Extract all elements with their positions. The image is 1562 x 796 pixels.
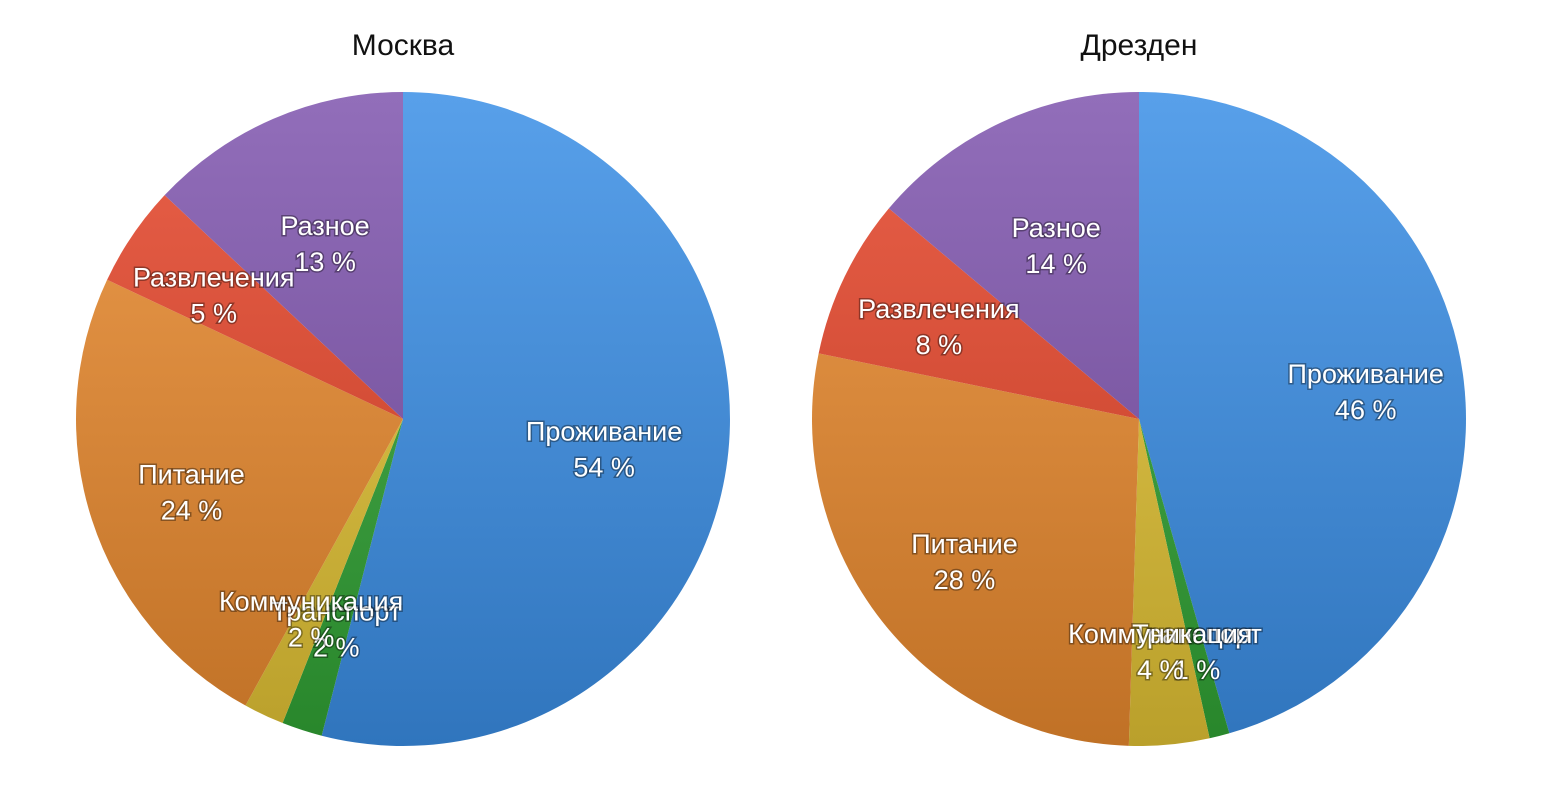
- pie-chart-dresden: Дрезден Проживание 46 % Транспорт 1 % Коммун…: [812, 29, 1466, 746]
- pie-slice-dresden-0: [1139, 92, 1466, 734]
- slice-value-1: 1 %: [1174, 655, 1221, 685]
- slice-label-2: Коммуникация: [1068, 619, 1252, 649]
- pie-slice-dresden-2: [1128, 419, 1210, 746]
- slice-value-1: 2 %: [313, 632, 360, 662]
- slice-value-4: 8 %: [916, 330, 963, 360]
- pie-slice-moscow-5: [164, 92, 403, 419]
- slice-value-2: 2 %: [288, 622, 335, 652]
- pie-slice-moscow-1: [282, 419, 403, 736]
- slice-label-3: Питание: [911, 529, 1018, 559]
- pie-slice-dresden-4: [818, 208, 1139, 419]
- pie-slice-dresden-1: [1139, 419, 1230, 739]
- slice-label-1: Транспорт: [1132, 619, 1262, 649]
- chart-title-moscow: Москва: [352, 29, 455, 62]
- slice-label-4: Развлечения: [858, 294, 1020, 324]
- slice-label-0: Проживание: [1288, 359, 1444, 389]
- pie-slice-dresden-5: [888, 92, 1139, 419]
- chart-title-dresden: Дрезден: [1081, 29, 1198, 62]
- pie-labels-dresden: Проживание 46 % Транспорт 1 % Коммуникация 4 …: [857, 212, 1446, 687]
- slice-value-2: 4 %: [1137, 655, 1184, 685]
- pie-slices-moscow: [76, 92, 730, 746]
- slice-value-0: 54 %: [573, 452, 635, 482]
- slice-label-2: Коммуникация: [219, 586, 403, 616]
- pie-slice-dresden-3: [812, 353, 1139, 746]
- slice-value-5: 14 %: [1025, 249, 1087, 279]
- pie-slices-dresden: [812, 92, 1466, 746]
- slice-label-5: Разное: [281, 211, 370, 241]
- slice-label-5: Разное: [1012, 213, 1101, 243]
- slice-value-3: 28 %: [934, 565, 996, 595]
- slice-value-0: 46 %: [1335, 395, 1397, 425]
- pie-slice-moscow-0: [321, 92, 730, 746]
- pie-slice-moscow-3: [76, 279, 404, 706]
- slice-label-3: Питание: [138, 460, 245, 490]
- slice-value-4: 5 %: [190, 298, 237, 328]
- slice-label-1: Транспорт: [271, 596, 401, 626]
- slice-value-5: 13 %: [294, 247, 356, 277]
- pie-slice-moscow-2: [245, 419, 403, 724]
- pie-slice-moscow-4: [107, 195, 404, 419]
- slice-value-3: 24 %: [161, 496, 223, 526]
- slice-label-4: Развлечения: [133, 262, 295, 292]
- slice-label-0: Проживание: [526, 416, 682, 446]
